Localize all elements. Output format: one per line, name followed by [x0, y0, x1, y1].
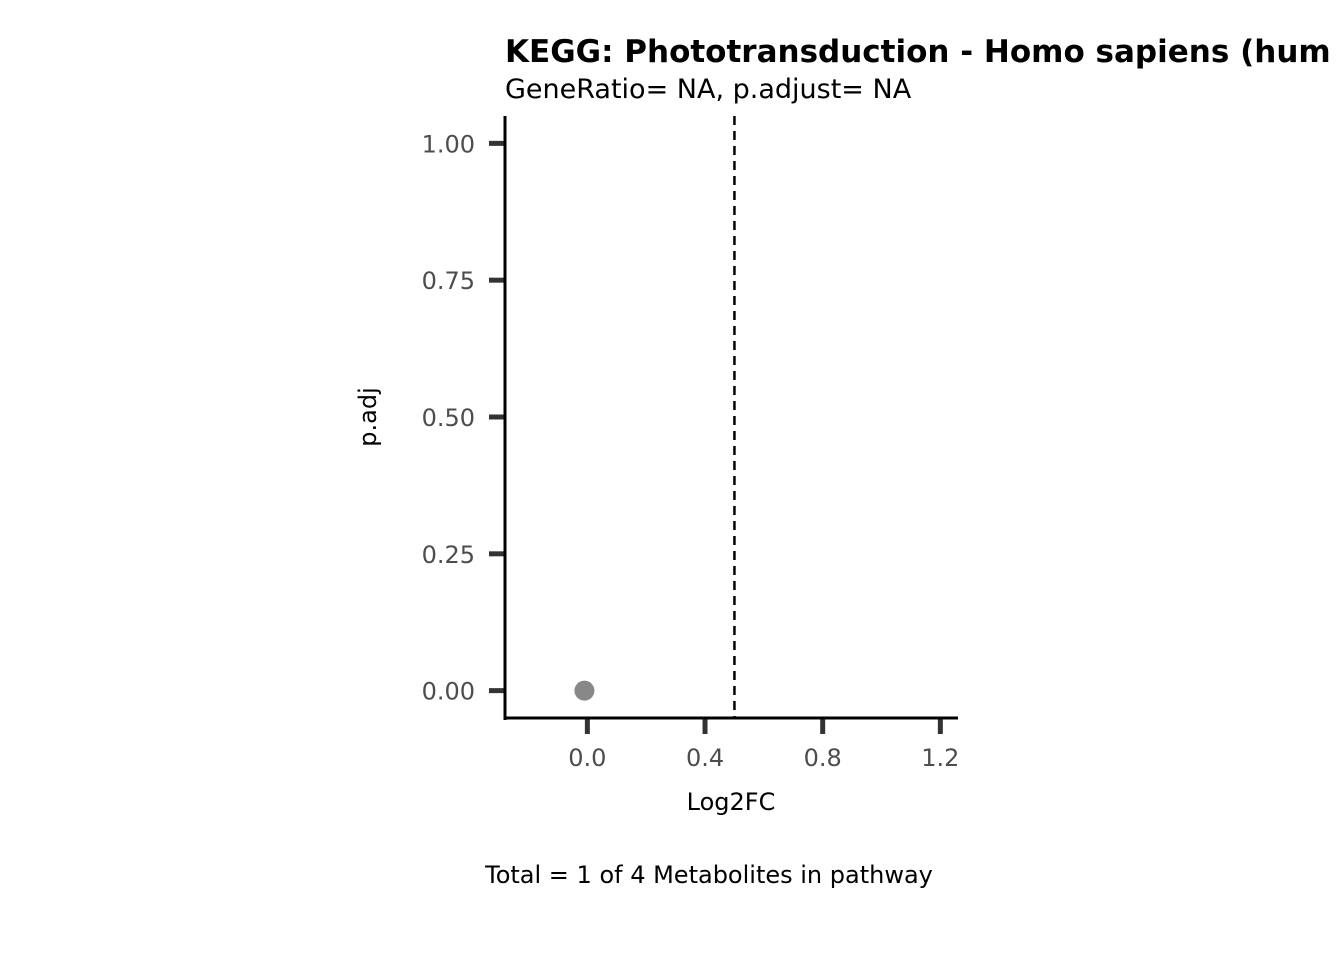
x-axis-label: Log2FC: [687, 788, 776, 816]
chart-title: KEGG: Phototransduction - Homo sapiens (…: [505, 34, 1331, 70]
x-tick-label: 0.8: [804, 744, 842, 772]
x-tick-label: 1.2: [921, 744, 959, 772]
y-axis-label: p.adj: [354, 387, 382, 446]
y-tick-label: 0.00: [422, 678, 475, 706]
chart-caption: Total = 1 of 4 Metabolites in pathway: [484, 861, 933, 889]
y-tick-label: 1.00: [422, 130, 475, 158]
y-tick-label: 0.75: [422, 267, 475, 295]
x-axis-ticks: 0.0 0.4 0.8 1.2: [568, 718, 959, 772]
chart-subtitle: GeneRatio= NA, p.adjust= NA: [505, 74, 912, 105]
data-point: [574, 680, 595, 701]
x-tick-label: 0.0: [568, 744, 606, 772]
data-points: [574, 680, 595, 701]
y-axis-ticks: 0.00 0.25 0.50 0.75 1.00: [422, 130, 505, 706]
y-tick-label: 0.25: [422, 541, 475, 569]
x-tick-label: 0.4: [686, 744, 724, 772]
y-tick-label: 0.50: [422, 404, 475, 432]
